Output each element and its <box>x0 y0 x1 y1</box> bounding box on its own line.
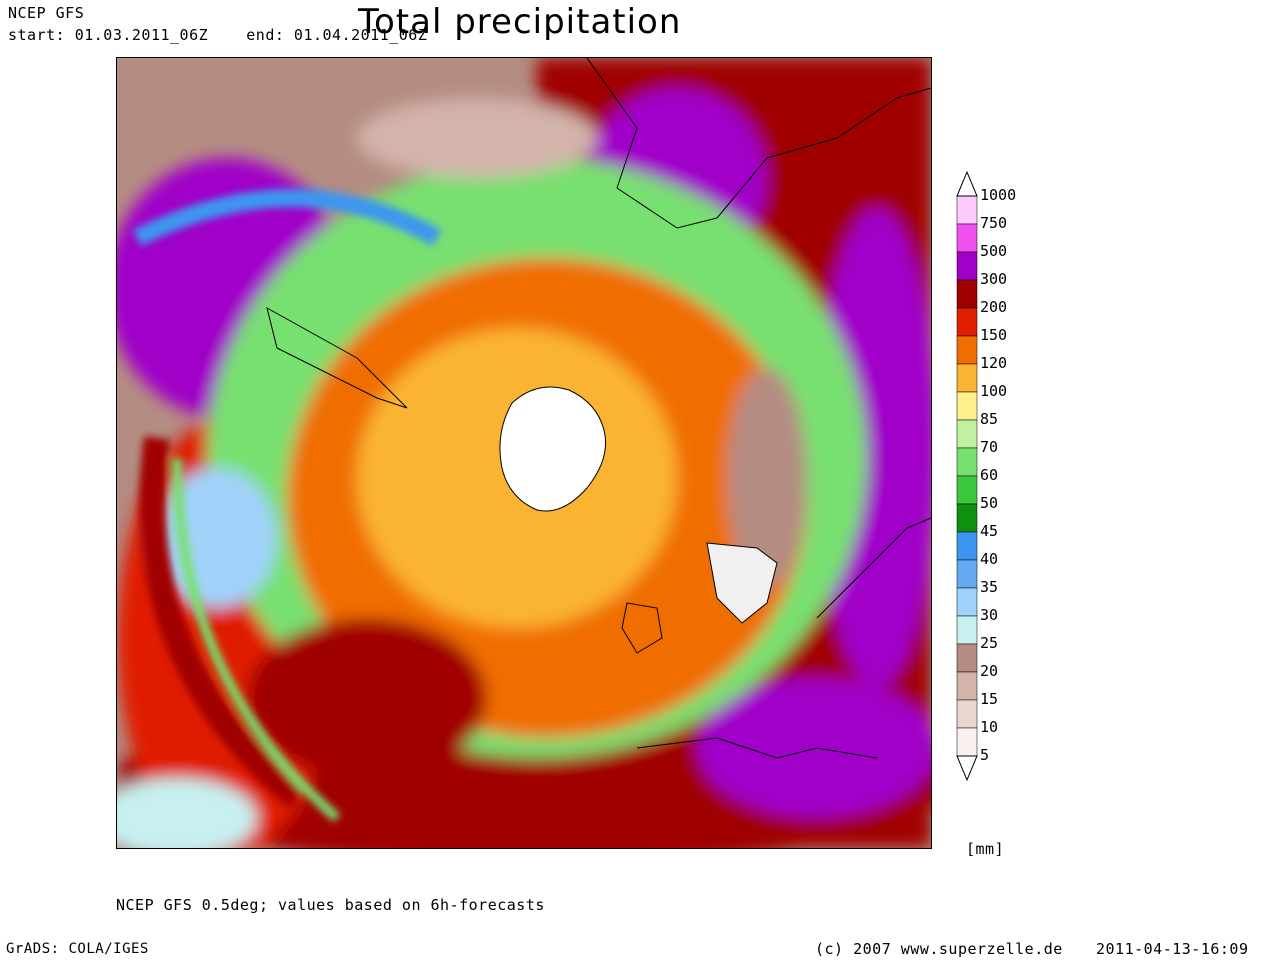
legend-tick-label: 750 <box>980 214 1008 232</box>
legend-tick-label: 50 <box>980 494 999 512</box>
map-field-red-southwest <box>247 618 487 778</box>
legend-tick-label: 100 <box>980 382 1008 400</box>
east-coastline <box>816 517 931 619</box>
antarctica-landmass <box>499 386 607 512</box>
map-field-southeast-purple <box>697 678 931 818</box>
precipitation-map <box>116 57 932 849</box>
legend-arrow-top <box>956 170 978 197</box>
legend-color-box <box>956 475 978 505</box>
legend-tick-label: 45 <box>980 522 999 540</box>
legend-color-box <box>956 251 978 281</box>
map-field-blue-arc <box>132 189 442 247</box>
map-field-red-arc <box>139 436 306 809</box>
legend-tick-label: 1000 <box>980 186 1017 204</box>
legend-tick-label: 15 <box>980 690 999 708</box>
legend-tick-label: 200 <box>980 298 1008 316</box>
north-coastline <box>586 58 931 229</box>
legend-arrow-bottom <box>956 755 978 782</box>
map-field-light-southwest <box>117 778 257 848</box>
generation-timestamp: 2011-04-13-16:09 <box>1096 940 1249 958</box>
map-field-east-purple <box>817 208 931 688</box>
legend-tick-label: 10 <box>980 718 999 736</box>
legend-tick-label: 500 <box>980 242 1008 260</box>
legend-color-box <box>956 727 978 757</box>
copyright-credit: (c) 2007 www.superzelle.de <box>815 940 1063 958</box>
map-title: Total precipitation <box>358 2 682 42</box>
australia-outline <box>621 602 663 654</box>
legend-color-box <box>956 279 978 309</box>
legend-color-box <box>956 335 978 365</box>
model-name: NCEP GFS <box>8 4 85 22</box>
legend-color-box <box>956 223 978 253</box>
africa-outline <box>706 542 778 624</box>
legend-tick-label: 150 <box>980 326 1008 344</box>
legend-color-box <box>956 419 978 449</box>
south-america-outline <box>266 307 408 409</box>
southeast-coastline <box>636 737 878 759</box>
legend-tick-label: 35 <box>980 578 999 596</box>
legend-color-box <box>956 699 978 729</box>
legend-color-box <box>956 615 978 645</box>
forecast-period: start: 01.03.2011_06Z end: 01.04.2011_06… <box>8 26 428 44</box>
legend-tick-label: 85 <box>980 410 999 428</box>
legend-tick-label: 25 <box>980 634 999 652</box>
legend-unit: [mm] <box>966 840 1005 858</box>
legend-color-box <box>956 447 978 477</box>
legend-color-box <box>956 503 978 533</box>
legend-tick-label: 70 <box>980 438 999 456</box>
legend-color-box <box>956 643 978 673</box>
legend-tick-label: 20 <box>980 662 999 680</box>
legend-tick-label: 40 <box>980 550 999 568</box>
map-field-dry-northwest <box>357 98 597 178</box>
legend-color-box <box>956 363 978 393</box>
legend-tick-label: 120 <box>980 354 1008 372</box>
legend-color-box <box>956 307 978 337</box>
legend-tick-label: 5 <box>980 746 990 764</box>
legend-color-box <box>956 587 978 617</box>
legend-color-box <box>956 531 978 561</box>
legend-color-box <box>956 391 978 421</box>
legend-color-box <box>956 671 978 701</box>
legend-color-box <box>956 559 978 589</box>
map-field-dry-east <box>727 368 807 588</box>
legend-tick-label: 300 <box>980 270 1008 288</box>
map-field-green-arc <box>172 457 341 822</box>
legend-tick-label: 60 <box>980 466 999 484</box>
legend-color-box <box>956 195 978 225</box>
color-scale-legend <box>956 170 978 782</box>
software-credit: GrADS: COLA/IGES <box>6 941 149 957</box>
legend-tick-label: 30 <box>980 606 999 624</box>
footer-note: NCEP GFS 0.5deg; values based on 6h-fore… <box>116 896 545 914</box>
